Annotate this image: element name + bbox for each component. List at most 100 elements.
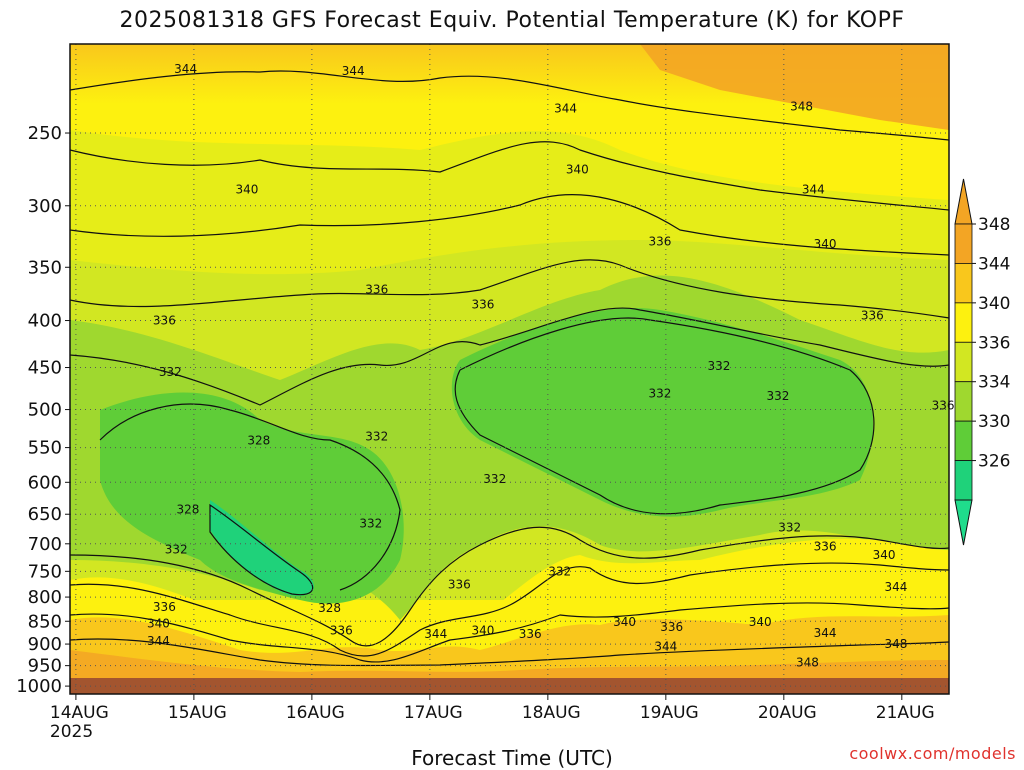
colorbar-label: 330 xyxy=(978,412,1010,432)
y-tick-label: 500 xyxy=(28,400,62,421)
contour-label: 328 xyxy=(247,433,270,447)
plot-frame xyxy=(69,43,950,695)
credit-link[interactable]: coolwx.com/models xyxy=(849,744,1016,763)
contour-label: 332 xyxy=(483,472,506,486)
contour-label: 336 xyxy=(814,540,837,554)
x-tick-sublabel: 2025 xyxy=(50,722,93,742)
x-tick-label: 18AUG xyxy=(522,703,581,723)
y-axis: 2503003504004505005506006507007508008509… xyxy=(16,123,70,697)
contour-line xyxy=(69,638,950,667)
x-tick-label: 19AUG xyxy=(640,703,699,723)
contour-label: 336 xyxy=(932,399,955,413)
chart-title: 2025081318 GFS Forecast Equiv. Potential… xyxy=(119,8,905,33)
colorbar-label: 344 xyxy=(978,254,1010,274)
colorbar-label: 336 xyxy=(978,333,1010,353)
colorbar-swatch xyxy=(954,302,973,343)
contour-line xyxy=(69,259,950,319)
contour-label: 340 xyxy=(613,615,636,629)
y-tick-label: 900 xyxy=(28,634,62,655)
contour-label: 340 xyxy=(147,617,170,631)
x-tick-label: 14AUG xyxy=(50,703,109,723)
contour-line xyxy=(69,526,950,647)
grid-lines xyxy=(70,44,949,694)
y-tick-label: 800 xyxy=(28,587,62,608)
contour-label: 344 xyxy=(814,626,837,640)
colorbar-swatch xyxy=(954,460,973,501)
y-tick-label: 350 xyxy=(28,257,62,278)
y-tick-label: 250 xyxy=(28,123,62,144)
colorbar-extend-bottom xyxy=(954,499,973,546)
y-tick-label: 300 xyxy=(28,196,62,217)
x-axis-title: Forecast Time (UTC) xyxy=(411,746,613,770)
colorbar-label: 334 xyxy=(978,373,1010,393)
contour-label: 344 xyxy=(342,64,365,78)
colorbar-swatch xyxy=(954,263,973,304)
contour-label: 332 xyxy=(159,365,182,379)
contour-label: 336 xyxy=(519,627,542,641)
contour-label: 344 xyxy=(174,62,197,76)
contour-line xyxy=(69,141,950,211)
y-tick-label: 650 xyxy=(28,504,62,525)
contour-label: 336 xyxy=(648,234,671,248)
contour-label: 332 xyxy=(766,389,789,403)
x-tick-label: 15AUG xyxy=(168,703,227,723)
contour-label: 332 xyxy=(359,516,382,530)
contour-line xyxy=(99,403,401,591)
contour-label: 332 xyxy=(548,564,571,578)
contour-label: 336 xyxy=(861,309,884,323)
colorbar-swatch xyxy=(954,341,973,383)
contour-label: 344 xyxy=(424,627,447,641)
contour-line xyxy=(69,562,950,657)
contour-label: 332 xyxy=(365,430,388,444)
contour-lines xyxy=(69,70,950,667)
contour-label: 348 xyxy=(790,100,813,114)
y-tick-label: 550 xyxy=(28,438,62,459)
contour-line xyxy=(69,602,950,663)
band-top-right-orange xyxy=(640,44,949,130)
contour-label: 344 xyxy=(884,580,907,594)
y-tick-label: 450 xyxy=(28,358,62,379)
colorbar-swatch xyxy=(954,420,973,461)
plot-area: 344 344 344 348 340 340 344 340 336 336 336 336 336 3… xyxy=(69,43,955,695)
colorbar-extend-top xyxy=(954,178,973,225)
contour-label: 336 xyxy=(365,282,388,296)
contour-line xyxy=(209,503,314,596)
x-tick-label: 17AUG xyxy=(404,703,463,723)
y-tick-label: 400 xyxy=(28,311,62,332)
band-green xyxy=(100,392,404,604)
colorbar-label: 340 xyxy=(978,294,1010,314)
contour-label: 344 xyxy=(554,101,577,115)
y-tick-label: 950 xyxy=(28,656,62,677)
contour-label: 336 xyxy=(153,314,176,328)
contour-label: 344 xyxy=(802,182,825,196)
colorbar-swatch xyxy=(954,381,973,422)
contour-line xyxy=(69,307,950,406)
contour-label: 332 xyxy=(165,542,188,556)
y-tick-label: 750 xyxy=(28,561,62,582)
contour-label: 332 xyxy=(648,386,671,400)
x-tick-label: 21AUG xyxy=(876,703,935,723)
band-green-right xyxy=(451,308,874,517)
contour-label: 340 xyxy=(814,237,837,251)
contour-label: 340 xyxy=(873,548,896,562)
colorbar: 348 344 340 336 334 330 326 xyxy=(954,178,1010,546)
contour-line xyxy=(69,194,950,256)
contour-label: 336 xyxy=(153,600,176,614)
contour-label: 336 xyxy=(330,624,353,638)
contour-label: 340 xyxy=(236,182,259,196)
contour-label: 344 xyxy=(654,639,677,653)
contour-label: 336 xyxy=(660,620,683,634)
contour-label: 344 xyxy=(147,634,170,648)
x-tick-label: 20AUG xyxy=(758,703,817,723)
contour-label: 336 xyxy=(471,297,494,311)
colorbar-swatch xyxy=(954,223,973,264)
y-tick-label: 700 xyxy=(28,534,62,555)
colorbar-label: 348 xyxy=(978,215,1010,235)
contour-label: 328 xyxy=(177,502,200,516)
contour-line xyxy=(454,317,875,515)
contour-label: 332 xyxy=(707,359,730,373)
contour-label: 348 xyxy=(796,655,819,669)
ground-strip xyxy=(70,678,949,694)
